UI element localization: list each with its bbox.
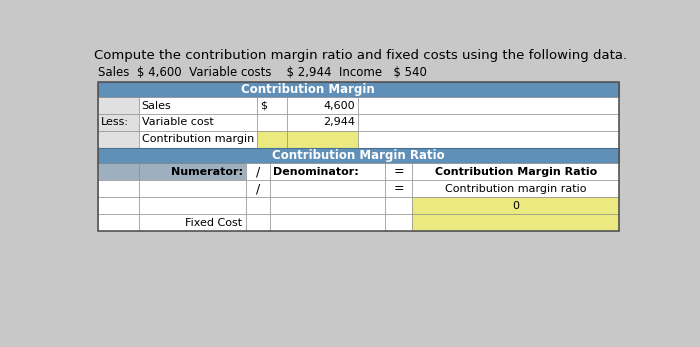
Bar: [385, 214, 412, 231]
Bar: [246, 214, 270, 231]
Bar: [257, 131, 287, 148]
Text: Contribution Margin: Contribution Margin: [241, 83, 374, 96]
Bar: [98, 131, 139, 148]
Text: =: =: [393, 182, 404, 195]
Bar: [270, 180, 385, 197]
Text: /: /: [256, 165, 260, 178]
Text: /: /: [256, 182, 260, 195]
Bar: [257, 114, 287, 131]
Text: Contribution Margin Ratio: Contribution Margin Ratio: [272, 149, 445, 162]
Bar: [412, 197, 620, 214]
Bar: [358, 97, 620, 114]
Text: 4,600: 4,600: [323, 101, 355, 111]
Bar: [139, 163, 246, 180]
Text: Sales: Sales: [141, 101, 172, 111]
Text: =: =: [393, 165, 404, 178]
Bar: [270, 214, 385, 231]
Bar: [257, 97, 287, 114]
Bar: [385, 197, 412, 214]
Bar: [98, 148, 620, 163]
Bar: [139, 214, 246, 231]
Bar: [98, 180, 139, 197]
Text: Fixed Cost: Fixed Cost: [186, 218, 242, 228]
Bar: [139, 114, 257, 131]
Bar: [246, 180, 270, 197]
Text: Variable cost: Variable cost: [141, 118, 214, 127]
Bar: [385, 180, 412, 197]
Bar: [287, 114, 358, 131]
Text: 2,944: 2,944: [323, 118, 355, 127]
Text: 0: 0: [512, 201, 519, 211]
Text: Less:: Less:: [101, 118, 129, 127]
Text: $: $: [260, 101, 267, 111]
Text: Compute the contribution margin ratio and fixed costs using the following data.: Compute the contribution margin ratio an…: [94, 49, 626, 62]
Text: Contribution margin: Contribution margin: [141, 134, 254, 144]
Bar: [412, 180, 620, 197]
Bar: [358, 114, 620, 131]
Bar: [358, 131, 620, 148]
Bar: [98, 197, 139, 214]
Bar: [139, 97, 257, 114]
Bar: [98, 163, 139, 180]
Text: Sales  $ 4,600  Variable costs    $ 2,944  Income   $ 540: Sales $ 4,600 Variable costs $ 2,944 Inc…: [98, 66, 427, 79]
Bar: [270, 197, 385, 214]
Bar: [98, 82, 620, 231]
Bar: [98, 82, 620, 97]
Text: Contribution Margin Ratio: Contribution Margin Ratio: [435, 167, 597, 177]
Bar: [246, 163, 270, 180]
Bar: [412, 214, 620, 231]
Bar: [270, 163, 385, 180]
Text: Contribution margin ratio: Contribution margin ratio: [445, 184, 587, 194]
Bar: [385, 163, 412, 180]
Bar: [139, 197, 246, 214]
Bar: [98, 97, 139, 114]
Bar: [412, 163, 620, 180]
Text: Denominator:: Denominator:: [274, 167, 359, 177]
Bar: [98, 114, 139, 131]
Bar: [246, 197, 270, 214]
Bar: [98, 214, 139, 231]
Text: Numerator:: Numerator:: [171, 167, 242, 177]
Bar: [139, 131, 257, 148]
Bar: [139, 180, 246, 197]
Bar: [287, 131, 358, 148]
Bar: [287, 97, 358, 114]
